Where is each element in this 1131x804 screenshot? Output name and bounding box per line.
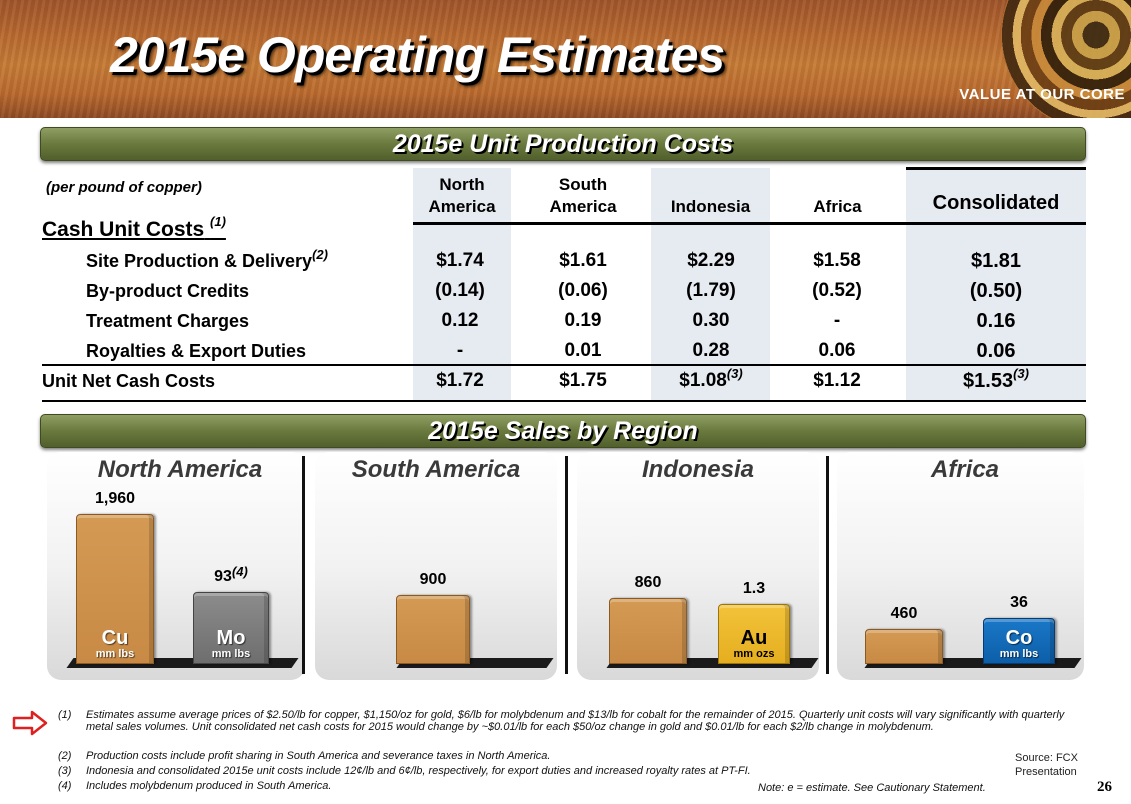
table-cell: (0.52)	[812, 280, 862, 301]
panel-divider	[565, 456, 568, 674]
panel-divider	[826, 456, 829, 674]
table-cell: 0.19	[564, 310, 602, 331]
table-cell: 0.01	[564, 340, 602, 361]
table-cell: (0.06)	[558, 280, 608, 301]
bar-value-label: 1,960	[94, 490, 136, 507]
bar-au	[718, 604, 790, 664]
table-cell: -	[456, 340, 464, 361]
row-label: Royalties & Export Duties	[86, 341, 307, 361]
header-rule	[413, 222, 1086, 225]
footnote-number: (1)	[58, 709, 72, 721]
table-cell: 0.12	[441, 310, 479, 331]
page-number: 26	[1097, 779, 1112, 795]
table-cell: $1.61	[559, 250, 607, 271]
table-cell: $1.58	[813, 250, 861, 271]
bar-value-label: 860	[634, 574, 662, 592]
table-cell: -	[833, 310, 841, 331]
table-cell: 0.30	[692, 310, 730, 331]
costs-section-bar: 2015e Unit Production Costs	[40, 127, 1086, 161]
col-head-north-america: North America	[428, 175, 496, 216]
bar-value-label: 36	[1010, 594, 1028, 611]
footnote-4: Includes molybdenum produced in South Am…	[86, 780, 332, 792]
total-row-label: Unit Net Cash Costs	[42, 371, 216, 391]
total-rule-bottom	[42, 400, 1086, 402]
table-cell: $1.53(3)	[963, 366, 1029, 392]
bar-cu	[865, 628, 943, 664]
page-title: 2015e Operating Estimates	[110, 27, 725, 83]
table-cell: (0.14)	[435, 280, 485, 301]
unit-note: (per pound of copper)	[46, 179, 202, 196]
footnote-number: (2)	[58, 750, 72, 762]
table-cell: (0.50)	[969, 280, 1023, 302]
row-label: By-product Credits	[86, 281, 250, 301]
costs-section-title: 2015e Unit Production Costs	[392, 130, 734, 158]
bar-value-label: 1.3	[742, 580, 766, 597]
table-cell: $1.81	[970, 250, 1022, 272]
sales-section-bar: 2015e Sales by Region	[40, 414, 1086, 448]
col-head-africa: Africa	[813, 197, 862, 216]
header-texture	[0, 0, 1131, 118]
bar-value-label: 460	[890, 604, 918, 622]
source-note: Source: FCX Presentation	[1015, 752, 1078, 778]
consolidated-top-rule	[906, 167, 1086, 170]
shade-consolidated	[906, 168, 1086, 402]
table-cell: $2.29	[687, 250, 735, 271]
table-cell: 0.16	[976, 310, 1016, 332]
group-label: Cash Unit Costs (1)	[42, 214, 226, 241]
footnote-1: Estimates assume average prices of $2.50…	[86, 709, 1065, 733]
bar-value-label: 93(4)	[214, 564, 248, 585]
metal-label-co: Co mm lbs	[999, 627, 1039, 660]
col-head-indonesia: Indonesia	[670, 197, 751, 216]
bar-value-label: 900	[419, 571, 447, 589]
table-cell: $1.74	[436, 250, 484, 271]
table-cell: (1.79)	[686, 280, 736, 301]
footnote-3: Indonesia and consolidated 2015e unit co…	[86, 765, 751, 777]
metal-label-mo: Mo mm lbs	[211, 627, 251, 660]
row-label: Treatment Charges	[86, 311, 250, 331]
arrow-right-icon	[12, 710, 48, 736]
region-title-indonesia: Indonesia	[641, 456, 755, 483]
shade-north-america	[413, 168, 511, 402]
header-banner: 2015e Operating Estimates VALUE AT OUR C…	[0, 0, 1131, 118]
footnote-2: Production costs include profit sharing …	[86, 750, 551, 762]
table-cell: 0.06	[818, 340, 856, 361]
region-title-south-america: South America	[351, 456, 521, 483]
bar-mo	[193, 592, 269, 664]
footnote-number: (3)	[58, 765, 72, 777]
bar-co	[983, 618, 1055, 664]
row-label: Site Production & Delivery(2)	[86, 247, 328, 271]
col-head-south-america: South America	[549, 175, 617, 216]
tagline: VALUE AT OUR CORE	[959, 86, 1125, 103]
sales-section-title: 2015e Sales by Region	[428, 417, 698, 445]
bar-cu	[609, 598, 687, 664]
shade-indonesia	[651, 168, 770, 402]
total-rule-top	[42, 364, 1086, 366]
table-cell: 0.06	[976, 340, 1016, 362]
table-cell: $1.72	[436, 370, 484, 391]
metal-label-au: Au mm ozs	[733, 627, 775, 660]
estimate-note: Note: e = estimate. See Cautionary State…	[758, 782, 986, 794]
col-head-consolidated: Consolidated	[932, 192, 1060, 214]
table-cell: $1.75	[559, 370, 607, 391]
panel-divider	[302, 456, 305, 674]
bar-cu	[76, 514, 154, 664]
table-cell: $1.08(3)	[679, 366, 743, 391]
footnote-number: (4)	[58, 780, 72, 792]
metal-label-cu: Cu mm lbs	[95, 627, 135, 660]
table-cell: $1.12	[813, 370, 861, 391]
bar-cu	[396, 595, 470, 664]
region-title-north-america: North America	[97, 456, 263, 483]
region-title-africa: Africa	[930, 456, 1000, 483]
table-cell: 0.28	[692, 340, 730, 361]
